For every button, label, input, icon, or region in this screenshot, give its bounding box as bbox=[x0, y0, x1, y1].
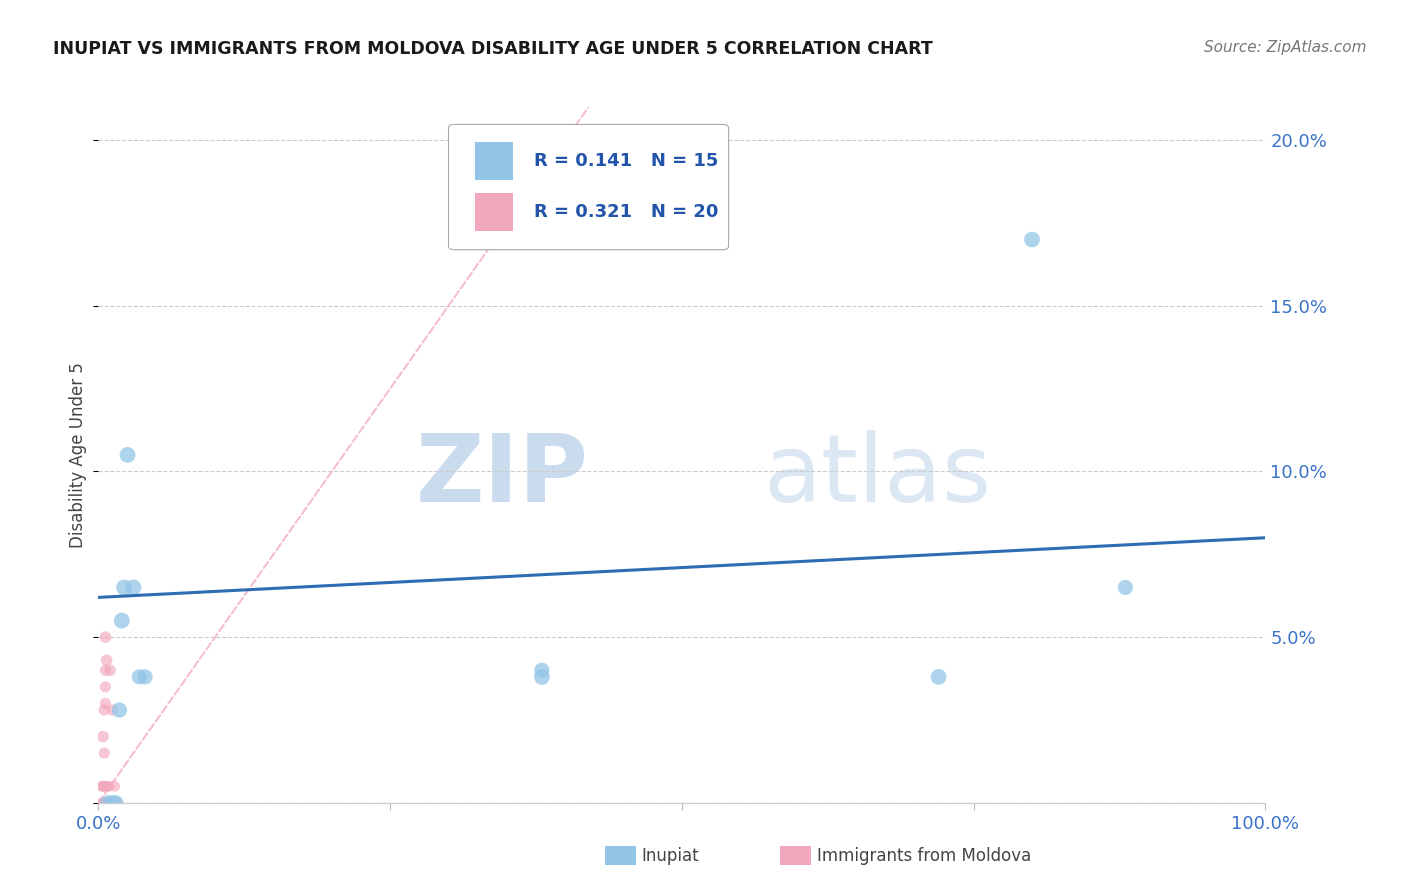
Point bbox=[530, 663, 553, 677]
Point bbox=[91, 779, 114, 793]
FancyBboxPatch shape bbox=[475, 142, 513, 180]
Point bbox=[111, 614, 134, 628]
Text: Inupiat: Inupiat bbox=[641, 847, 699, 865]
Text: Source: ZipAtlas.com: Source: ZipAtlas.com bbox=[1204, 40, 1367, 55]
Text: Immigrants from Moldova: Immigrants from Moldova bbox=[817, 847, 1031, 865]
Point bbox=[108, 703, 131, 717]
Text: atlas: atlas bbox=[763, 430, 991, 522]
Point bbox=[98, 663, 121, 677]
FancyBboxPatch shape bbox=[475, 193, 513, 231]
Text: R = 0.321   N = 20: R = 0.321 N = 20 bbox=[534, 203, 718, 221]
Point bbox=[101, 703, 124, 717]
Point bbox=[94, 630, 117, 644]
Point bbox=[1114, 581, 1136, 595]
Text: R = 0.141   N = 15: R = 0.141 N = 15 bbox=[534, 153, 718, 170]
Text: ZIP: ZIP bbox=[416, 430, 589, 522]
Point bbox=[91, 730, 114, 744]
Point bbox=[101, 796, 124, 810]
Point bbox=[90, 779, 112, 793]
Point bbox=[97, 779, 120, 793]
Point bbox=[117, 448, 139, 462]
Point bbox=[112, 581, 135, 595]
Point bbox=[104, 796, 127, 810]
Point bbox=[128, 670, 150, 684]
Point bbox=[94, 697, 117, 711]
Point bbox=[90, 796, 112, 810]
Point bbox=[96, 653, 118, 667]
Point bbox=[93, 746, 115, 760]
Point bbox=[93, 703, 115, 717]
Point bbox=[97, 796, 120, 810]
Point bbox=[104, 779, 127, 793]
Y-axis label: Disability Age Under 5: Disability Age Under 5 bbox=[69, 362, 87, 548]
Point bbox=[97, 779, 120, 793]
Point bbox=[94, 663, 117, 677]
Point bbox=[93, 779, 115, 793]
Point bbox=[928, 670, 950, 684]
Point bbox=[530, 670, 553, 684]
Point bbox=[97, 796, 120, 810]
Point bbox=[1021, 233, 1043, 247]
Point bbox=[94, 680, 117, 694]
Point bbox=[134, 670, 156, 684]
Point bbox=[105, 796, 128, 810]
Point bbox=[122, 581, 145, 595]
Text: INUPIAT VS IMMIGRANTS FROM MOLDOVA DISABILITY AGE UNDER 5 CORRELATION CHART: INUPIAT VS IMMIGRANTS FROM MOLDOVA DISAB… bbox=[53, 40, 934, 58]
Point bbox=[91, 796, 114, 810]
FancyBboxPatch shape bbox=[449, 124, 728, 250]
